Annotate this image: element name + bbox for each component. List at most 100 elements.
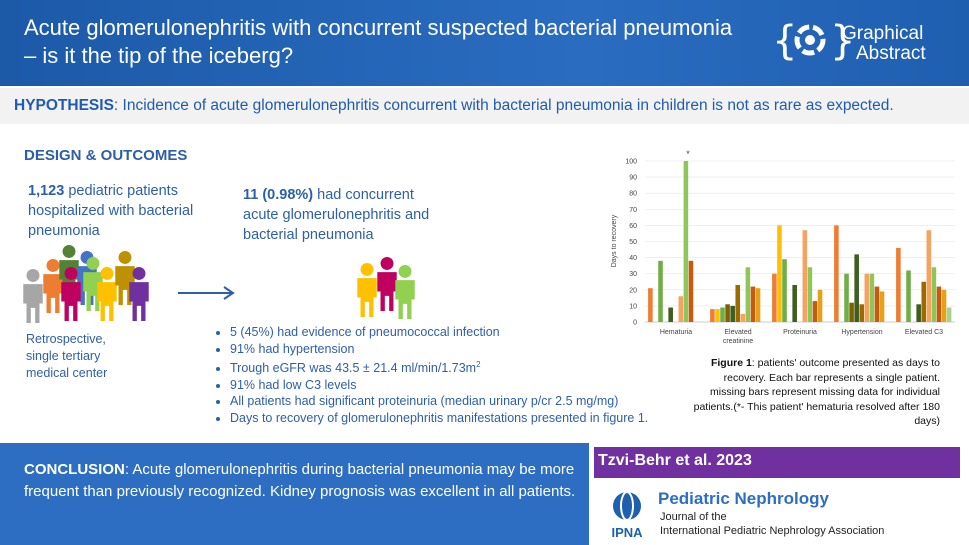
logo-dot [805,35,815,45]
journal-line: Journal of the [660,511,727,523]
bar [668,307,673,322]
logo-globe [613,492,641,520]
bar [735,284,741,322]
hypothesis: HYPOTHESIS: Incidence of acute glomerulo… [14,97,894,115]
people-icons [23,245,415,323]
bar [750,286,756,322]
finding: 91% had hypertension [230,341,680,358]
superscript: 2 [476,360,481,369]
journal-logo: IPNA Pediatric Nephrology Journal of the… [611,489,884,540]
brace: } [830,18,855,64]
bar [730,305,735,322]
bar [725,304,730,322]
bar [648,288,653,322]
citation-band [594,447,960,478]
y-tick-label: 90 [629,175,637,182]
bar [740,313,746,322]
bar [817,289,823,322]
cohort-number: 1,123 [28,183,65,199]
bar [941,289,947,322]
y-axis-label: Days to recovery [611,214,618,267]
finding: 91% had low C3 levels [230,377,680,394]
cases: 11 (0.98%) had concurrent acute glomerul… [243,185,453,245]
caption-text: : patients' outcome presented as days to… [693,357,940,427]
bar [859,304,865,322]
conclusion-label: CONCLUSION [24,461,125,478]
setting: Retrospective, single tertiary medical c… [26,332,108,380]
bar [782,259,787,322]
bar [864,273,870,322]
conclusion-text: : Acute glomerulonephritis during bacter… [24,461,576,500]
bar [802,230,808,322]
x-tick-label: Proteinuria [783,329,817,336]
cohort: 1,123 pediatric patients hospitalized wi… [28,181,218,241]
caption-label: Figure 1 [710,357,752,369]
bar [931,267,937,322]
annotation: * [686,149,690,159]
y-tick-label: 70 [629,207,637,214]
y-tick-label: 80 [629,191,637,198]
y-tick-label: 40 [629,255,637,262]
y-tick-label: 0 [633,320,637,327]
bar [792,284,797,322]
logo-ring [794,24,826,56]
chart: * Days to recovery 0 10 20 30 40 50 60 70 80 90 10… [611,149,955,327]
conclusion-band [0,443,589,545]
bar [755,288,761,322]
hypothesis-band [0,88,969,124]
y-tick-label: 20 [629,287,637,294]
journal-name: Pediatric Nephrology [658,489,830,508]
bar [777,225,782,322]
bar [916,304,921,322]
y-tick-label: 50 [629,239,637,246]
cohort-text: pediatric patients hospitalized with bac… [28,183,194,239]
bar [658,260,663,322]
x-tick-label: Hematuria [659,329,693,336]
bar [896,247,901,322]
bar [926,230,932,322]
title: Acute glomerulonephritis with concurrent… [24,15,733,68]
bar [683,161,689,322]
bar [906,270,911,322]
x-tick-label: Elevated C3 [904,329,944,336]
figure-caption: Figure 1: patients' outcome presented as… [690,356,940,429]
finding-text: Trough eGFR was 43.5 ± 21.4 ml/min/1.73m [230,361,477,376]
citation: Tzvi-Behr et al. 2023 [598,452,752,469]
journal-acronym: IPNA [611,525,643,540]
bar [844,273,849,322]
bar [854,254,859,322]
y-tick-label: 30 [629,271,637,278]
graphical-abstract-logo: { } Graphical Abstract [772,18,926,64]
bar [921,281,927,322]
bar [936,286,942,322]
bar [874,286,880,322]
bar [807,267,813,322]
cases-number: 11 (0.98%) [243,187,314,203]
bar [745,267,751,322]
bar [869,273,875,322]
y-tick-label: 10 [629,303,637,310]
cases-text: had concurrent acute glomerulonephritis … [243,187,430,243]
journal-line: International Pediatric Nephrology Assoc… [660,525,884,537]
bar [772,273,777,322]
brace: { [772,18,797,64]
logo-text: Graphical [842,23,923,44]
hypothesis-text: : Incidence of acute glomerulonephritis … [113,97,894,114]
bar [946,307,952,322]
section-heading: DESIGN & OUTCOMES [24,147,188,164]
x-tick-label: Hypertension [841,329,883,336]
bar [879,291,885,322]
y-tick-label: 60 [629,223,637,230]
logo-globe-line [620,491,634,521]
findings-list: 5 (45%) had evidence of pneumococcal inf… [200,324,680,426]
x-tick-label: Elevated creatinine [722,329,754,345]
bar [849,302,854,322]
bar [715,309,720,322]
y-tick-label: 100 [625,159,637,166]
hypothesis-label: HYPOTHESIS [14,97,114,114]
arrow-head [223,286,235,300]
finding: Days to recovery of glomerulonephritis m… [230,410,680,427]
conclusion: CONCLUSION: Acute glomerulonephritis dur… [24,459,584,502]
